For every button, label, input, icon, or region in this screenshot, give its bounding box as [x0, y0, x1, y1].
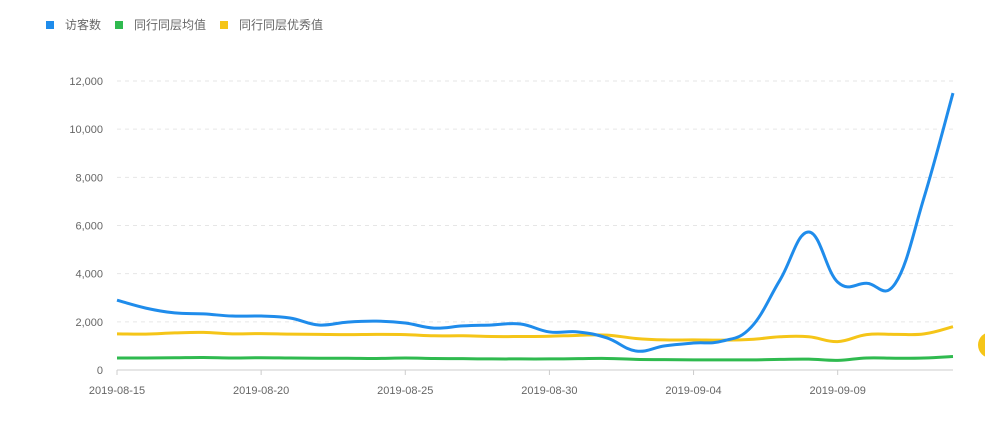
legend-label: 同行同层均值: [134, 18, 207, 32]
legend-item-peer-excellent[interactable]: 同行同层优秀值: [220, 16, 323, 33]
x-tick-label: 2019-08-25: [377, 385, 433, 397]
y-tick-label: 2,000: [75, 317, 103, 329]
y-tick-label: 0: [97, 365, 103, 377]
legend-swatch: [115, 20, 124, 29]
x-tick-label: 2019-09-04: [665, 385, 721, 397]
peer-average-line: [116, 355, 954, 362]
y-tick-label: 8,000: [75, 172, 103, 184]
y-tick-label: 10,000: [69, 124, 103, 136]
chart-legend: 访客数 同行同层均值 同行同层优秀值: [46, 16, 337, 33]
visitors-line: [116, 92, 955, 353]
legend-item-peer-average[interactable]: 同行同层均值: [115, 16, 206, 33]
y-tick-label: 4,000: [75, 269, 103, 281]
floating-widget-button[interactable]: [978, 332, 985, 358]
x-tick-label: 2019-08-20: [233, 385, 289, 397]
y-tick-label: 12,000: [69, 76, 103, 88]
x-tick-label: 2019-09-09: [810, 385, 866, 397]
legend-item-visitors[interactable]: 访客数: [46, 16, 101, 33]
legend-swatch: [220, 20, 229, 29]
y-tick-label: 6,000: [75, 221, 103, 233]
x-tick-label: 2019-08-30: [521, 385, 577, 397]
x-tick-label: 2019-08-15: [89, 385, 145, 397]
legend-label: 同行同层优秀值: [239, 18, 324, 32]
legend-label: 访客数: [65, 18, 102, 32]
peer-excellent-line: [116, 325, 954, 344]
legend-swatch: [46, 20, 54, 29]
